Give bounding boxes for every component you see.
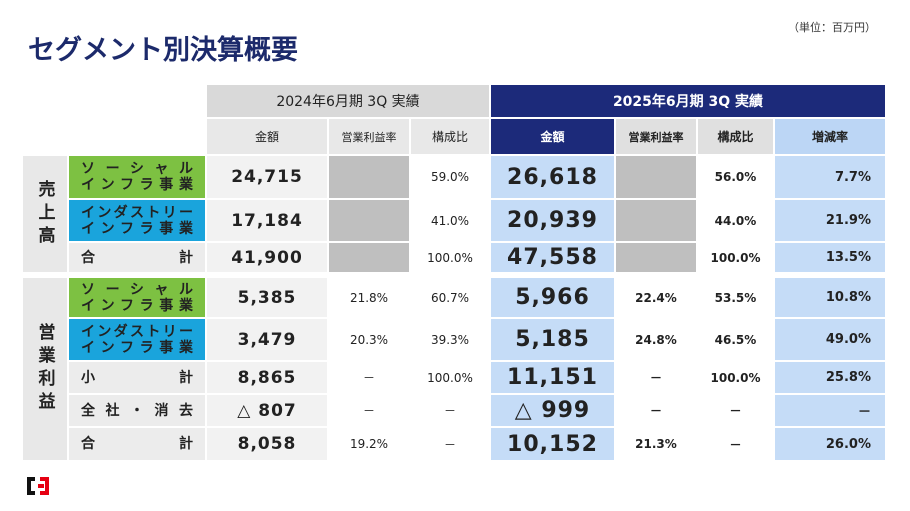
value-cell: － [410, 394, 490, 427]
segment-line: インフラ事業 [81, 220, 193, 237]
value-cell: △ 807 [206, 394, 328, 427]
value-cell: 26,618 [490, 155, 615, 199]
segment-line: 合計 [81, 436, 193, 452]
value-cell: 21.3% [615, 427, 697, 461]
segment-line: 全社・消去 [81, 402, 193, 419]
title: セグメント別決算概要 [28, 35, 298, 66]
segment-line: インフラ事業 [81, 297, 193, 314]
value-cell: － [697, 394, 774, 427]
value-cell: 5,966 [490, 277, 615, 318]
value-cell: 59.0% [410, 155, 490, 199]
segment: 合計 [68, 242, 206, 273]
blank-cell [615, 199, 697, 242]
blank-cell [615, 242, 697, 273]
value-cell: 5,185 [490, 318, 615, 361]
segment: インダストリー インフラ事業 [68, 199, 206, 242]
value-cell: 24,715 [206, 155, 328, 199]
column-header: 金額 [206, 118, 328, 155]
value-cell: － [615, 394, 697, 427]
segment: 合計 [68, 427, 206, 461]
value-cell: 100.0% [697, 242, 774, 273]
value-cell: － [615, 361, 697, 394]
value-cell: 8,058 [206, 427, 328, 461]
segment-line: 合計 [81, 249, 193, 266]
column-header: 営業利益率 [328, 118, 410, 155]
blank-cell [615, 155, 697, 199]
value-cell: 21.8% [328, 277, 410, 318]
segment-line: インフラ事業 [81, 339, 193, 356]
column-header: 金額 [490, 118, 615, 155]
value-cell: － [328, 394, 410, 427]
value-cell: 19.2% [328, 427, 410, 461]
segment: ソーシャル インフラ事業 [68, 277, 206, 318]
segment-line: ソーシャル [81, 161, 193, 177]
segment-line: インフラ事業 [81, 177, 193, 193]
value-cell: 49.0% [774, 318, 886, 361]
segment: インダストリー インフラ事業 [68, 318, 206, 361]
value-cell: 10.8% [774, 277, 886, 318]
value-cell: 7.7% [774, 155, 886, 199]
value-cell: 22.4% [615, 277, 697, 318]
value-cell: 41,900 [206, 242, 328, 273]
value-cell: 24.8% [615, 318, 697, 361]
column-header: 営業利益率 [615, 118, 697, 155]
section-label: 営業利益 [22, 277, 68, 461]
value-cell: － [410, 427, 490, 461]
value-cell: 13.5% [774, 242, 886, 273]
segment-line: ソーシャル [81, 281, 193, 298]
logo [27, 477, 49, 495]
value-cell: 21.9% [774, 199, 886, 242]
value-cell: 11,151 [490, 361, 615, 394]
segment-line: 小計 [81, 369, 193, 386]
value-cell: 8,865 [206, 361, 328, 394]
value-cell: 41.0% [410, 199, 490, 242]
value-cell: － [328, 361, 410, 394]
value-cell: 46.5% [697, 318, 774, 361]
unit: （単位：百万円） [788, 21, 876, 34]
column-header: 構成比 [410, 118, 490, 155]
column-header: 構成比 [697, 118, 774, 155]
segment: ソーシャル インフラ事業 [68, 155, 206, 199]
segment-line: インダストリー [81, 323, 193, 340]
blank-cell [328, 242, 410, 273]
value-cell: 25.8% [774, 361, 886, 394]
value-cell: △ 999 [490, 394, 615, 427]
section-label: 売上高 [22, 155, 68, 273]
year-header: 2024年6月期 3Q 実績 [206, 84, 490, 118]
value-cell: 60.7% [410, 277, 490, 318]
value-cell: 39.3% [410, 318, 490, 361]
blank-cell [328, 155, 410, 199]
value-cell: 44.0% [697, 199, 774, 242]
value-cell: 20,939 [490, 199, 615, 242]
segment: 小計 [68, 361, 206, 394]
blank-cell [328, 199, 410, 242]
value-cell: 17,184 [206, 199, 328, 242]
segment: 全社・消去 [68, 394, 206, 427]
value-cell: － [774, 394, 886, 427]
segment-line: インダストリー [81, 204, 193, 221]
value-cell: 26.0% [774, 427, 886, 461]
value-cell: 53.5% [697, 277, 774, 318]
value-cell: 3,479 [206, 318, 328, 361]
value-cell: 100.0% [697, 361, 774, 394]
value-cell: 10,152 [490, 427, 615, 461]
column-header: 増減率 [774, 118, 886, 155]
value-cell: 5,385 [206, 277, 328, 318]
value-cell: 20.3% [328, 318, 410, 361]
value-cell: 100.0% [410, 361, 490, 394]
year-header: 2025年6月期 3Q 実績 [490, 84, 886, 118]
value-cell: － [697, 427, 774, 461]
value-cell: 56.0% [697, 155, 774, 199]
value-cell: 100.0% [410, 242, 490, 273]
value-cell: 47,558 [490, 242, 615, 273]
